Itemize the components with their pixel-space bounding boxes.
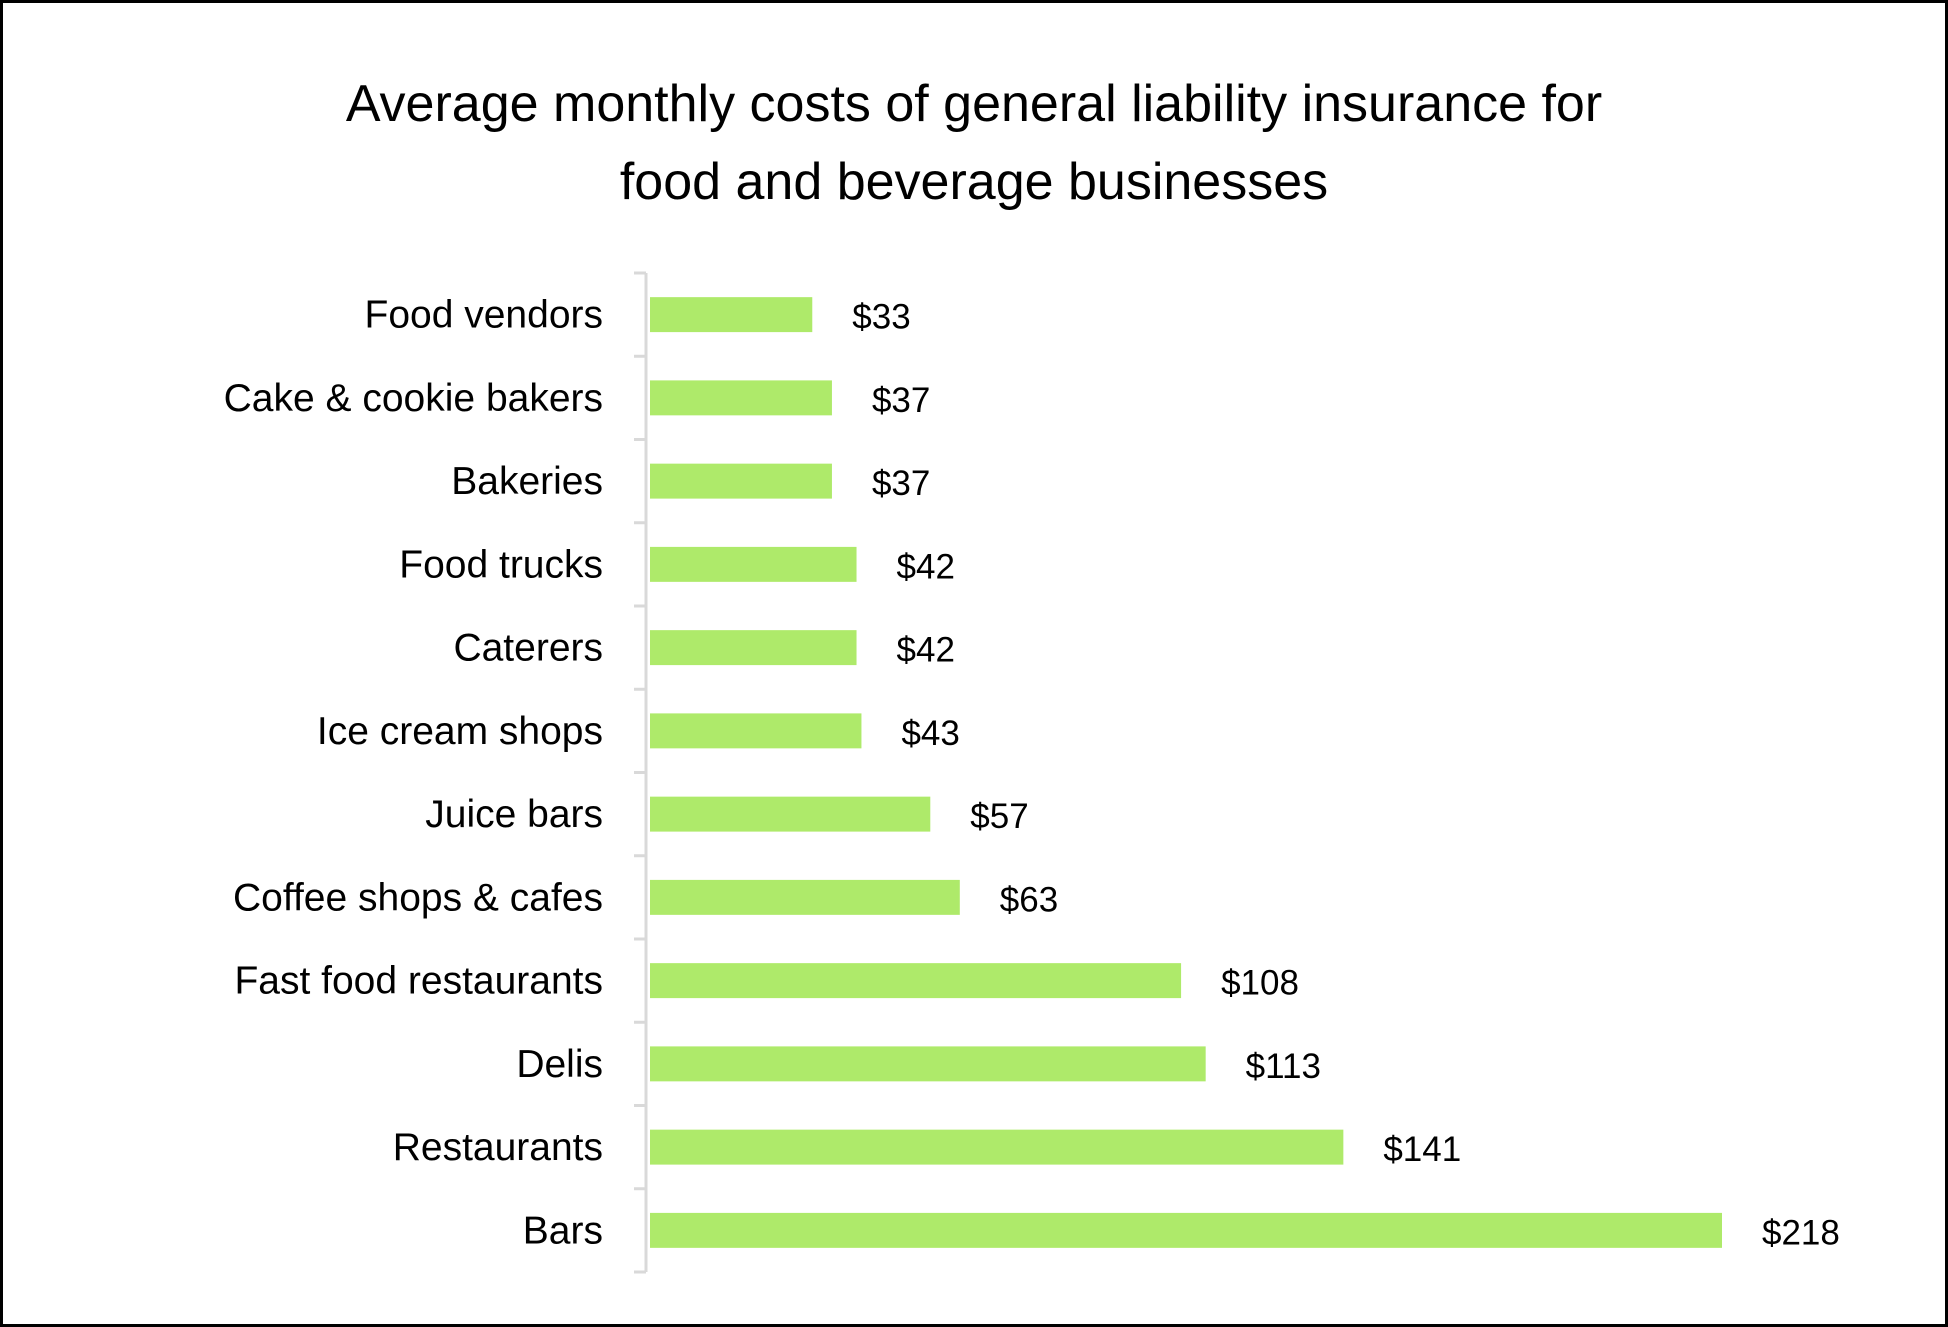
category-label: Juice bars (425, 793, 603, 836)
category-label: Coffee shops & cafes (233, 876, 603, 919)
bar (650, 297, 813, 333)
category-label: Delis (516, 1043, 603, 1086)
bar (650, 546, 857, 582)
category-label: Bars (523, 1209, 603, 1252)
category-label: Fast food restaurants (234, 960, 603, 1003)
bar (650, 630, 857, 666)
bar (650, 1212, 1722, 1248)
category-label: Ice cream shops (317, 710, 603, 753)
category-label: Food vendors (365, 294, 603, 337)
chart-title: Average monthly costs of general liabili… (3, 65, 1945, 221)
category-label: Cake & cookie bakers (224, 377, 603, 420)
chart-title-line-2: food and beverage businesses (619, 153, 1329, 211)
data-label: $108 (1221, 964, 1299, 1003)
data-label: $218 (1762, 1213, 1840, 1252)
data-label: $141 (1383, 1130, 1461, 1169)
bar-chart: Food vendors $33 Cake & cookie bakers $37 Ba… (224, 271, 1840, 1274)
bar (650, 713, 862, 749)
bar (650, 463, 832, 499)
bar (650, 963, 1182, 999)
data-label: $63 (1000, 880, 1058, 919)
data-label: $37 (872, 381, 930, 420)
bar (650, 1046, 1206, 1082)
data-label: $43 (901, 714, 959, 753)
bar (650, 380, 832, 416)
data-label: $42 (897, 547, 955, 586)
category-label: Bakeries (451, 460, 603, 503)
data-label: $57 (970, 797, 1028, 836)
category-label: Food trucks (399, 543, 603, 586)
chart-title-line-1: Average monthly costs of general liabili… (345, 75, 1603, 133)
data-label: $42 (897, 631, 955, 670)
bar (650, 796, 931, 832)
data-label: $33 (852, 298, 910, 337)
category-label: Restaurants (393, 1126, 603, 1169)
bar (650, 1129, 1344, 1165)
bar (650, 879, 960, 915)
category-label: Caterers (453, 627, 603, 670)
data-label: $37 (872, 464, 930, 503)
data-label: $113 (1246, 1047, 1321, 1086)
